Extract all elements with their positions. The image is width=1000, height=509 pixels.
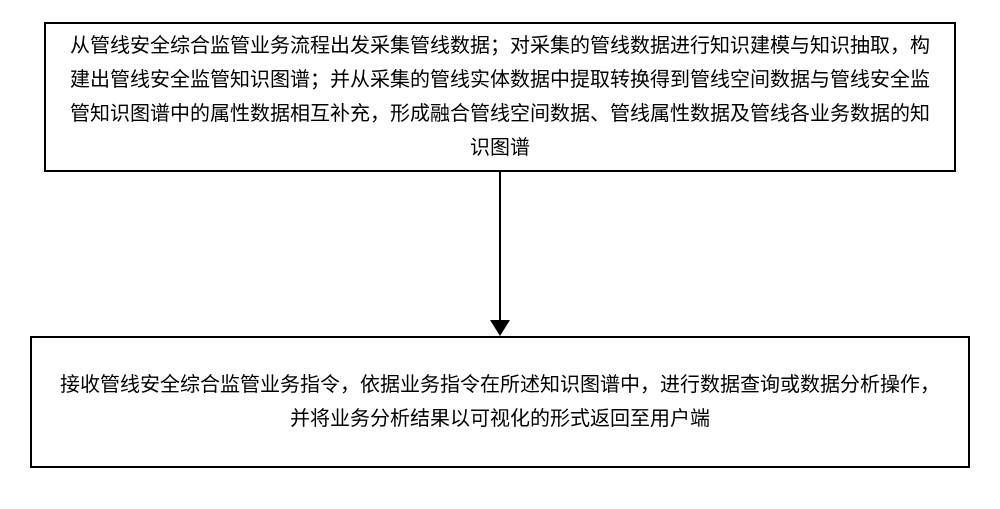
flow-step-2-text: 接收管线安全综合监管业务指令，依据业务指令在所述知识图谱中，进行数据查询或数据分…: [54, 368, 946, 436]
flow-step-2: 接收管线安全综合监管业务指令，依据业务指令在所述知识图谱中，进行数据查询或数据分…: [30, 336, 970, 468]
flow-step-1: 从管线安全综合监管业务流程出发采集管线数据；对采集的管线数据进行知识建模与知识抽…: [44, 22, 956, 172]
flowchart-canvas: { "flowchart": { "type": "flowchart", "b…: [0, 0, 1000, 509]
flow-step-1-text: 从管线安全综合监管业务流程出发采集管线数据；对采集的管线数据进行知识建模与知识抽…: [68, 29, 932, 165]
arrow-head-1: [490, 320, 510, 336]
arrow-line-1: [499, 172, 501, 320]
